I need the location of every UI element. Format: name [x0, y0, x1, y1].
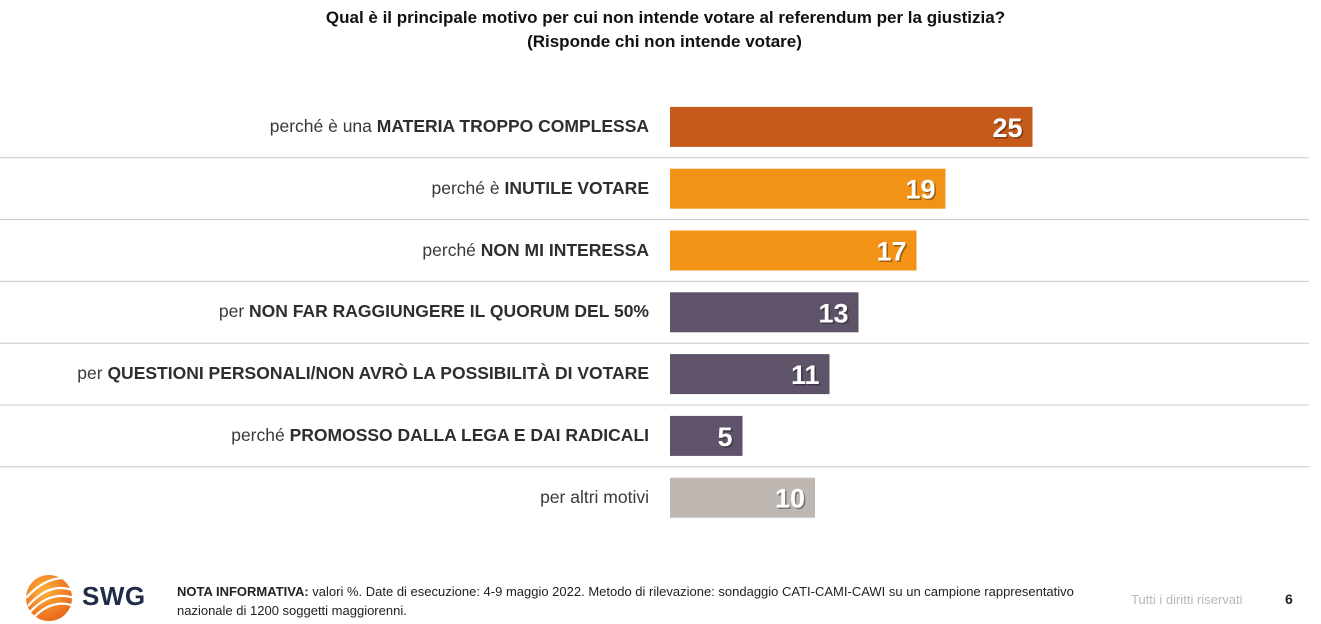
bar-value-shadow-3: 17	[878, 238, 908, 268]
category-label-1: perché è una MATERIA TROPPO COMPLESSA	[270, 116, 649, 137]
category-label-prefix: perché	[231, 424, 290, 445]
category-label-3: perché NON MI INTERESSA	[422, 240, 649, 261]
info-note-text: valori %. Date di esecuzione: 4-9 maggio…	[177, 584, 1074, 618]
category-label-prefix: perché è una	[269, 115, 377, 136]
bar-value-shadow-5: 11	[792, 362, 821, 392]
info-note-label: NOTA INFORMATIVA:	[177, 584, 309, 599]
category-label-emphasis: INUTILE VOTARE	[504, 177, 649, 198]
bar-3	[670, 230, 917, 271]
bar-value-shadow-7: 10	[776, 485, 806, 515]
bar-value-label-1: 25	[992, 113, 1022, 143]
rights-text: Tutti i diritti riservati	[1131, 592, 1243, 607]
bar-value-label-2: 19	[905, 175, 935, 205]
bar-value-label-7: 10	[775, 484, 805, 514]
chart-title: Qual è il principale motivo per cui non …	[325, 8, 1006, 27]
category-label-6: perché PROMOSSO DALLA LEGA E DAI RADICAL…	[231, 425, 649, 446]
bar-7	[670, 477, 815, 518]
category-label-prefix: perché è	[431, 177, 505, 198]
bar-value-shadow-2: 19	[907, 176, 937, 206]
bar-value-label-3: 17	[876, 237, 906, 267]
category-label-2: perché è INUTILE VOTARE	[431, 178, 649, 199]
category-label-prefix: per altri motivi	[540, 486, 649, 507]
bar-2	[670, 168, 946, 209]
category-label-prefix: perché	[422, 239, 481, 260]
bar-value-label-4: 13	[818, 298, 848, 328]
swg-logo-icon	[25, 575, 75, 621]
category-label-7: per altri motivi	[540, 487, 649, 508]
category-label-emphasis: QUESTIONI PERSONALI/NON AVRÒ LA POSSIBIL…	[107, 363, 649, 384]
category-label-prefix: per	[77, 363, 108, 384]
chart-title-block: Qual è il principale motivo per cui non …	[0, 6, 1321, 54]
category-label-emphasis: PROMOSSO DALLA LEGA E DAI RADICALI	[289, 424, 649, 445]
chart-subtitle: (Risponde chi non intende votare)	[527, 32, 802, 51]
bar-6	[670, 415, 743, 456]
bar-value-shadow-4: 13	[820, 300, 850, 330]
bar-value-shadow-6: 5	[719, 423, 734, 453]
info-note: NOTA INFORMATIVA: valori %. Date di esec…	[177, 582, 1077, 620]
category-label-5: per QUESTIONI PERSONALI/NON AVRÒ LA POSS…	[77, 363, 649, 384]
category-label-emphasis: NON FAR RAGGIUNGERE IL QUORUM DEL 50%	[249, 301, 649, 322]
page-number: 6	[1285, 591, 1293, 607]
category-label-4: per NON FAR RAGGIUNGERE IL QUORUM DEL 50…	[219, 301, 649, 322]
bar-5	[670, 354, 830, 395]
category-label-prefix: per	[218, 301, 250, 322]
category-label-emphasis: NON MI INTERESSA	[480, 239, 649, 260]
bar-4	[670, 292, 859, 333]
category-label-emphasis: MATERIA TROPPO COMPLESSA	[376, 115, 649, 136]
bar-1	[670, 106, 1033, 147]
bar-value-shadow-1: 25	[994, 114, 1024, 144]
brand-name: SWG	[82, 581, 146, 611]
bar-value-label-5: 11	[791, 360, 820, 390]
bar-value-label-6: 5	[717, 422, 732, 452]
